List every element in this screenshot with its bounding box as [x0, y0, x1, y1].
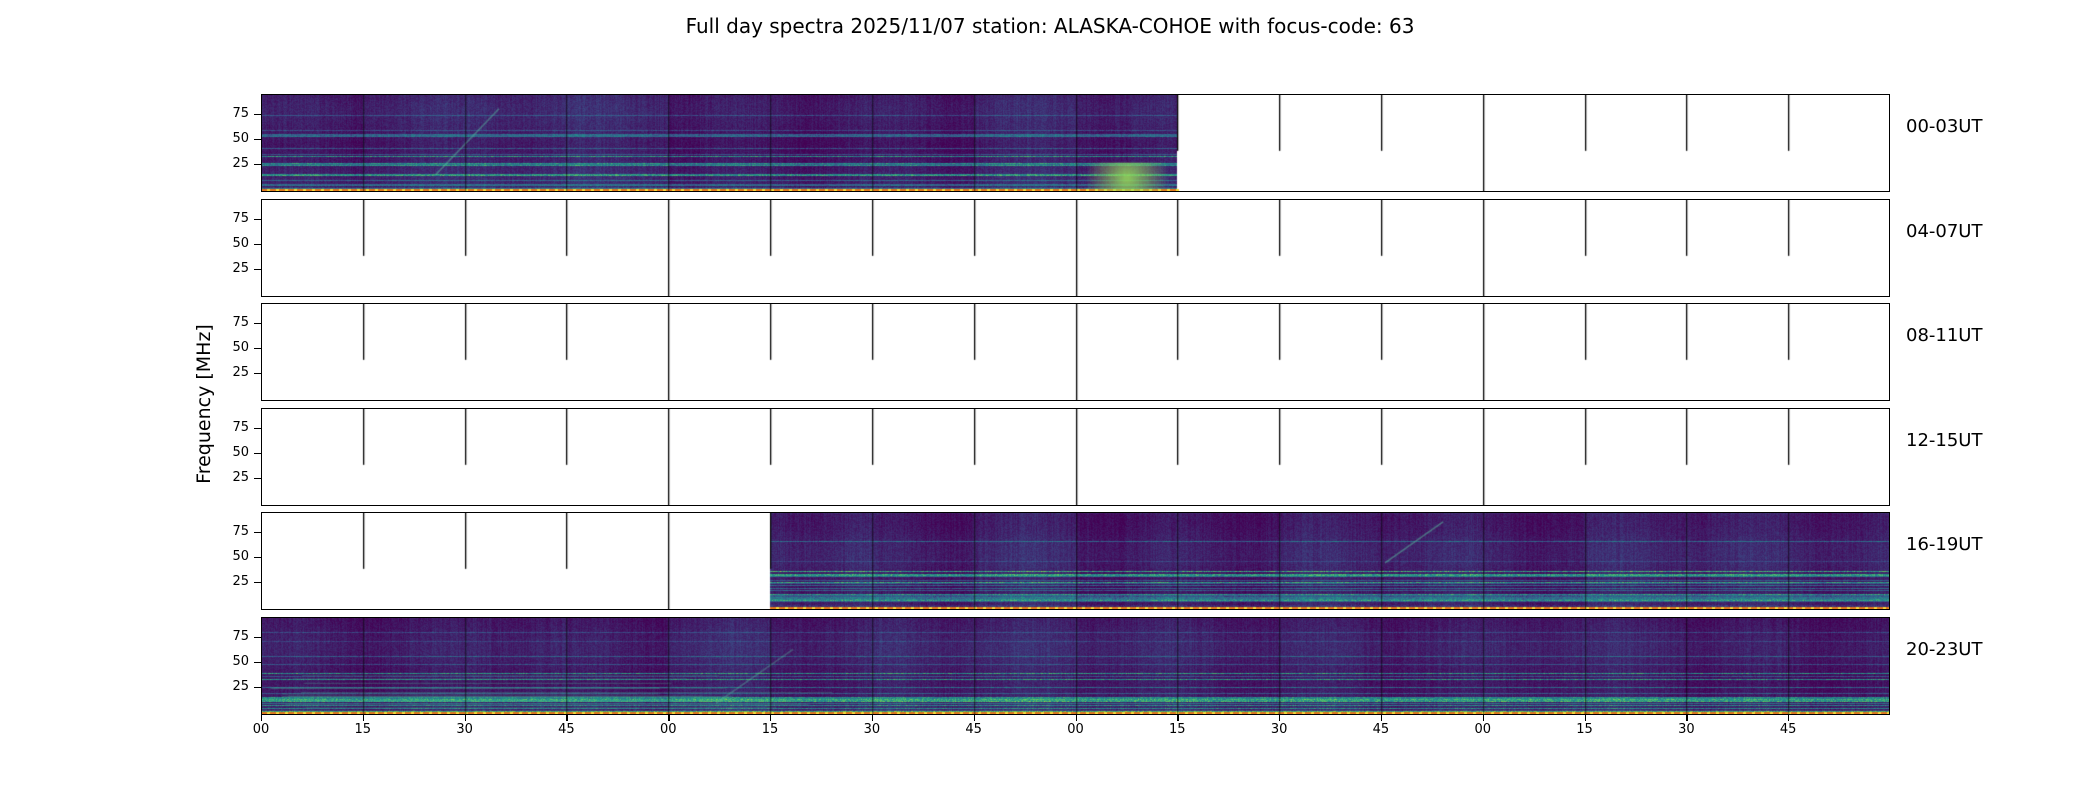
time-range-label: 20-23UT — [1906, 639, 1983, 660]
y-tick-label: 75 — [232, 629, 249, 645]
y-tick-mark — [254, 637, 261, 639]
y-tick-mark — [254, 452, 261, 455]
y-tick-label: 50 — [232, 235, 249, 251]
time-range-label: 00-03UT — [1906, 116, 1983, 137]
y-tick-label: 50 — [232, 444, 249, 460]
x-tick-label: 45 — [558, 722, 575, 737]
y-tick-label: 50 — [232, 653, 249, 669]
y-tick-mark — [254, 138, 261, 141]
y-tick-mark — [254, 581, 261, 584]
y-tick-label: 25 — [232, 573, 249, 589]
x-tick-label: 15 — [1576, 722, 1593, 737]
y-tick-mark — [254, 532, 261, 534]
spectrogram-canvas — [261, 408, 1890, 506]
x-tick-mark — [871, 715, 874, 721]
y-tick-label: 50 — [232, 548, 249, 564]
x-tick-label: 30 — [863, 722, 881, 737]
y-tick-mark — [254, 347, 261, 350]
y-tick-mark — [254, 661, 261, 664]
spectra-row: 75 50 25 00-03UT — [232, 94, 1982, 192]
spectrogram-canvas — [261, 94, 1890, 192]
spectra-row: 75 50 25 08-11UT — [232, 303, 1982, 401]
x-tick-mark — [1380, 715, 1383, 721]
x-tick-mark — [1788, 715, 1790, 721]
x-tick-label: 30 — [456, 722, 473, 737]
x-tick-label: 00 — [1474, 722, 1492, 737]
x-tick-label: 00 — [1067, 722, 1084, 737]
spectrogram-canvas — [261, 617, 1890, 715]
y-tick-label: 75 — [232, 211, 249, 227]
y-tick-mark — [254, 477, 261, 480]
x-tick-mark — [668, 715, 670, 721]
time-range-label: 04-07UT — [1906, 221, 1983, 242]
x-tick-label: 00 — [659, 722, 677, 737]
x-tick-mark — [1686, 715, 1688, 721]
x-tick-label: 45 — [1779, 722, 1797, 737]
y-tick-mark — [254, 428, 261, 430]
x-tick-mark — [973, 715, 975, 721]
x-tick-mark — [1482, 715, 1485, 721]
spectra-row: 75 50 25 16-19UT — [232, 512, 1982, 610]
y-tick-mark — [254, 219, 261, 221]
y-tick-label: 25 — [232, 678, 249, 694]
x-tick-mark — [1177, 715, 1179, 721]
x-tick-label: 15 — [761, 722, 779, 737]
x-tick-label: 30 — [1270, 722, 1288, 737]
y-tick-label: 75 — [232, 420, 249, 436]
y-tick-label: 50 — [232, 130, 249, 146]
y-tick-label: 50 — [232, 339, 249, 355]
x-tick-label: 45 — [1372, 722, 1390, 737]
y-tick-mark — [254, 163, 261, 166]
x-tick-label: 45 — [965, 722, 982, 737]
time-range-label: 16-19UT — [1906, 534, 1983, 555]
y-tick-label: 25 — [232, 469, 249, 485]
x-tick-mark — [770, 715, 772, 721]
spectrogram-canvas — [261, 512, 1890, 610]
y-tick-label: 25 — [232, 364, 249, 380]
y-tick-label: 25 — [232, 155, 249, 171]
y-tick-mark — [254, 556, 261, 559]
x-tick-label: 15 — [1169, 722, 1186, 737]
spectra-row: 75 50 25 12-15UT — [232, 408, 1982, 506]
y-axis-label: Frequency [MHz] — [193, 324, 215, 484]
y-tick-mark — [254, 372, 261, 375]
x-tick-mark — [261, 715, 263, 721]
spectrogram-canvas — [261, 199, 1890, 297]
x-tick-label: 30 — [1678, 722, 1695, 737]
spectra-row: 75 50 25 04-07UT — [232, 199, 1982, 297]
y-tick-mark — [254, 114, 261, 116]
x-tick-mark — [566, 715, 568, 721]
x-tick-mark — [1279, 715, 1281, 721]
chart-title: Full day spectra 2025/11/07 station: ALA… — [685, 14, 1415, 38]
spectra-row: 75 50 25 20-23UT — [232, 617, 1982, 715]
x-tick-label: 00 — [252, 722, 270, 737]
x-tick-mark — [1075, 715, 1077, 721]
x-tick-mark — [362, 715, 365, 721]
y-tick-mark — [254, 243, 261, 246]
y-tick-mark — [254, 268, 261, 271]
y-tick-mark — [254, 323, 261, 325]
y-tick-label: 75 — [232, 315, 249, 331]
x-tick-mark — [464, 715, 466, 721]
x-tick-mark — [1584, 715, 1586, 721]
y-tick-mark — [254, 686, 261, 689]
y-tick-label: 25 — [232, 260, 249, 276]
y-tick-label: 75 — [232, 524, 249, 540]
y-tick-label: 75 — [232, 106, 249, 122]
x-tick-label: 15 — [354, 722, 372, 737]
time-range-label: 08-11UT — [1906, 325, 1983, 346]
time-range-label: 12-15UT — [1906, 430, 1983, 451]
spectrogram-canvas — [261, 303, 1890, 401]
